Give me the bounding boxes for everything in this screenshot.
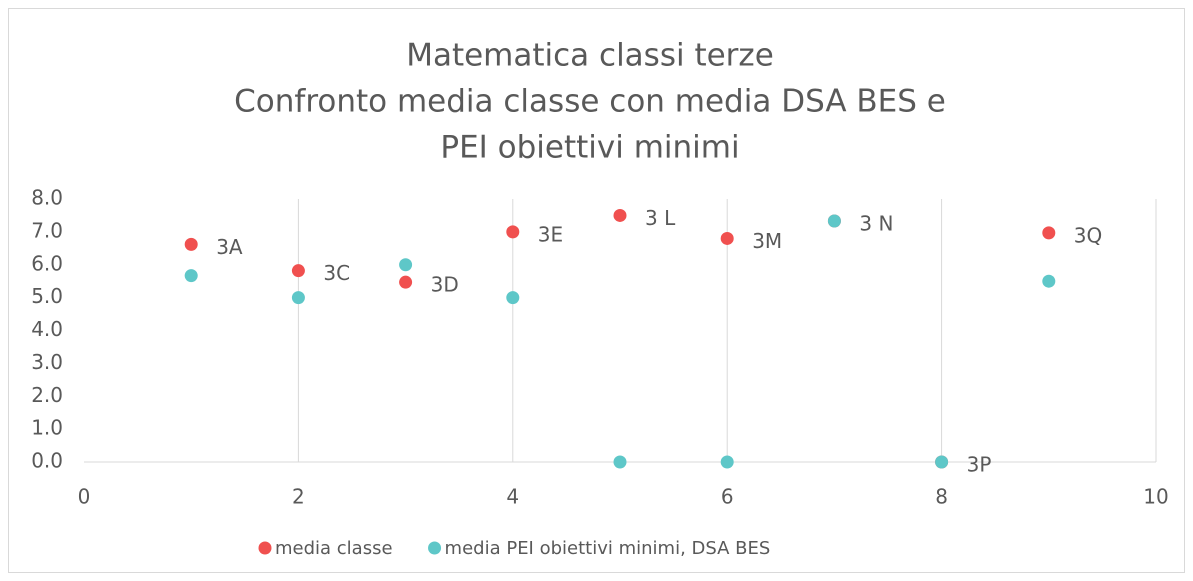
point [399,275,413,289]
y-tick-label: 8.0 [31,186,63,210]
point [506,225,520,239]
chart-border [8,8,1185,573]
legend-label: media classe [275,538,393,559]
legend-marker [258,541,272,555]
y-tick-label: 3.0 [31,350,63,374]
data-label: 3A [216,235,243,259]
data-label: 3C [323,261,350,285]
point [291,291,305,305]
point [184,269,198,283]
point [720,231,734,245]
x-tick-label: 8 [935,485,948,509]
point [1042,226,1056,240]
point [184,237,198,251]
point [399,258,413,272]
data-label: 3Q [1074,223,1102,247]
point [613,455,627,469]
y-tick-label: 2.0 [31,383,63,407]
chart-title: PEI obiettivi minimi [440,130,739,166]
x-tick-label: 4 [506,485,519,509]
y-tick-label: 1.0 [31,416,63,440]
y-tick-label: 0.0 [31,449,63,473]
x-tick-label: 0 [78,485,91,509]
data-label: 3 N [859,212,893,236]
legend-label: media PEI obiettivi minimi, DSA BES [445,538,771,559]
legend-marker [428,541,442,555]
chart-title: Confronto media classe con media DSA BES… [234,84,946,120]
data-label: 3E [538,222,563,246]
point [720,455,734,469]
point [1042,274,1056,288]
point [827,214,841,228]
data-label: 3P [967,453,992,477]
point [613,208,627,222]
chart-title: Matematica classi terze [406,38,774,74]
y-tick-label: 5.0 [31,284,63,308]
point [935,455,949,469]
y-tick-label: 6.0 [31,251,63,275]
data-label: 3D [431,273,459,297]
y-tick-label: 4.0 [31,317,63,341]
point [291,264,305,278]
data-label: 3M [752,229,782,253]
x-tick-label: 6 [721,485,734,509]
data-label: 3 L [645,206,676,230]
x-tick-label: 10 [1143,485,1168,509]
point [506,291,520,305]
x-tick-label: 2 [292,485,305,509]
y-tick-label: 7.0 [31,218,63,242]
